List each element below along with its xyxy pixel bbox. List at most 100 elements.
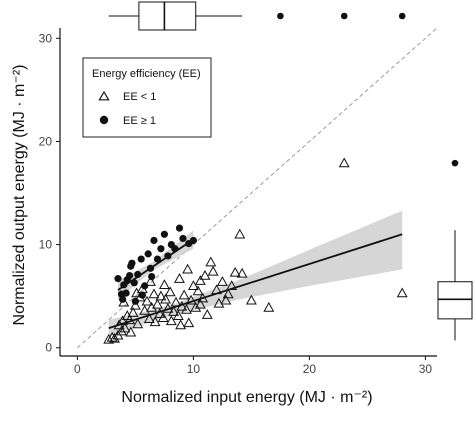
- data-point-ee-ge-1: [126, 271, 134, 280]
- regression-line: [117, 238, 194, 291]
- data-point-ee-lt-1: [207, 265, 219, 276]
- data-point-ee-lt-1: [127, 307, 139, 317]
- data-point-ee-ge-1: [119, 295, 127, 303]
- data-point-ee-lt-1: [226, 280, 238, 291]
- legend-title: Energy efficiency (EE): [92, 68, 201, 80]
- data-point-ee-lt-1: [185, 294, 197, 305]
- legend-circle-icon: [99, 115, 109, 125]
- x-tick-label: 30: [419, 362, 433, 376]
- legend-triangle-icon: [98, 90, 110, 101]
- data-point-ee-lt-1: [109, 332, 120, 343]
- y-marginal-boxplot: [437, 159, 473, 341]
- data-point-ee-lt-1: [236, 267, 248, 278]
- data-point-ee-lt-1: [148, 288, 160, 299]
- data-point-ee-lt-1: [157, 312, 169, 323]
- one-to-one-reference-line: [77, 27, 438, 349]
- y-tick-label: 30: [39, 31, 53, 45]
- data-point-ee-ge-1: [157, 245, 165, 253]
- data-point-ee-lt-1: [124, 314, 136, 325]
- data-point-ee-ge-1: [141, 282, 149, 290]
- data-point-ee-lt-1: [211, 284, 223, 295]
- data-point-ee-lt-1: [145, 276, 156, 286]
- data-point-ee-lt-1: [158, 279, 170, 290]
- data-point-ee-lt-1: [131, 287, 143, 298]
- data-point-ee-lt-1: [180, 303, 192, 314]
- plot-area: [77, 27, 438, 349]
- data-point-ee-ge-1: [120, 281, 128, 289]
- data-point-ee-lt-1: [132, 318, 144, 329]
- x-axis-label: Normalized input energy (MJ · m⁻²): [121, 389, 372, 406]
- data-point-ee-lt-1: [263, 301, 275, 312]
- data-point-ee-lt-1: [199, 269, 211, 280]
- data-point-ee-ge-1: [189, 236, 197, 245]
- data-point-ee-ge-1: [134, 270, 142, 279]
- data-point-ee-lt-1: [117, 315, 129, 326]
- data-point-ee-lt-1: [141, 295, 153, 306]
- plot-axes: 0 10 20 30 0 10 20 30: [39, 28, 437, 376]
- data-point-ee-lt-1: [164, 286, 176, 297]
- data-point-ee-lt-1: [187, 280, 199, 291]
- data-point-ee-ge-1: [137, 255, 145, 263]
- data-point-ee-lt-1: [205, 256, 217, 267]
- data-point-ee-lt-1: [220, 294, 232, 305]
- data-point-ee-lt-1: [162, 302, 174, 313]
- y-tick-label: 20: [39, 134, 53, 148]
- box-iqr: [437, 281, 473, 320]
- y-axis-label: Normalized output energy (MJ · m⁻²): [11, 65, 28, 326]
- data-point-ee-lt-1: [143, 313, 155, 324]
- data-point-ee-lt-1: [151, 298, 163, 309]
- data-point-ee-lt-1: [175, 319, 187, 330]
- data-point-ee-ge-1: [122, 289, 130, 297]
- data-point-ee-lt-1: [149, 316, 161, 327]
- data-point-ee-ge-1: [138, 291, 146, 299]
- data-point-ee-lt-1: [176, 300, 188, 311]
- data-point-ee-lt-1: [190, 301, 202, 312]
- data-point-ee-lt-1: [103, 333, 115, 344]
- data-point-ee-lt-1: [197, 292, 209, 303]
- data-point-ee-lt-1: [192, 285, 204, 296]
- outlier-point: [277, 12, 284, 20]
- data-point-ee-ge-1: [144, 250, 152, 258]
- x-tick-label: 20: [303, 362, 317, 376]
- data-point-ee-lt-1: [194, 275, 206, 285]
- data-point-ee-lt-1: [129, 299, 141, 310]
- box-iqr: [138, 1, 197, 31]
- data-point-ee-ge-1: [150, 236, 158, 245]
- data-point-ee-lt-1: [172, 310, 184, 320]
- outlier-point: [451, 159, 459, 167]
- data-point-ee-lt-1: [201, 309, 213, 319]
- data-point-ee-lt-1: [174, 273, 185, 283]
- data-point-ee-ge-1: [164, 252, 172, 260]
- data-point-ee-lt-1: [160, 293, 172, 304]
- data-point-ee-ge-1: [130, 279, 138, 287]
- y-tick-label: 10: [39, 238, 53, 252]
- data-point-ee-lt-1: [396, 287, 408, 298]
- data-point-ee-lt-1: [216, 276, 228, 286]
- data-point-ee-ge-1: [175, 224, 184, 232]
- data-point-ee-ge-1: [160, 230, 168, 238]
- data-point-ee-lt-1: [116, 325, 127, 336]
- data-point-ee-lt-1: [165, 315, 177, 326]
- outlier-point: [340, 12, 348, 20]
- data-point-ee-ge-1: [153, 255, 162, 263]
- data-point-ee-lt-1: [338, 157, 350, 168]
- y-tick-label: 0: [45, 341, 52, 355]
- legend-entry-ee-ge-1: EE ≥ 1: [123, 115, 156, 127]
- data-point-ee-lt-1: [178, 289, 190, 300]
- data-point-ee-ge-1: [148, 272, 156, 281]
- legend: Energy efficiency (EE) EE < 1 EE ≥ 1: [82, 57, 212, 138]
- x-marginal-boxplot: [108, 1, 406, 31]
- data-point-ee-lt-1: [229, 266, 241, 277]
- data-point-ee-lt-1: [119, 322, 131, 333]
- data-point-ee-ge-1: [127, 262, 135, 270]
- data-point-ee-lt-1: [139, 304, 151, 315]
- data-point-ee-ge-1: [114, 275, 122, 283]
- data-point-ee-ge-1: [131, 297, 139, 305]
- data-point-ee-lt-1: [222, 288, 234, 299]
- x-tick-label: 10: [187, 362, 201, 376]
- data-point-ee-lt-1: [234, 228, 246, 239]
- data-point-ee-lt-1: [213, 297, 225, 308]
- data-point-ee-lt-1: [168, 306, 180, 316]
- data-point-ee-lt-1: [245, 294, 257, 305]
